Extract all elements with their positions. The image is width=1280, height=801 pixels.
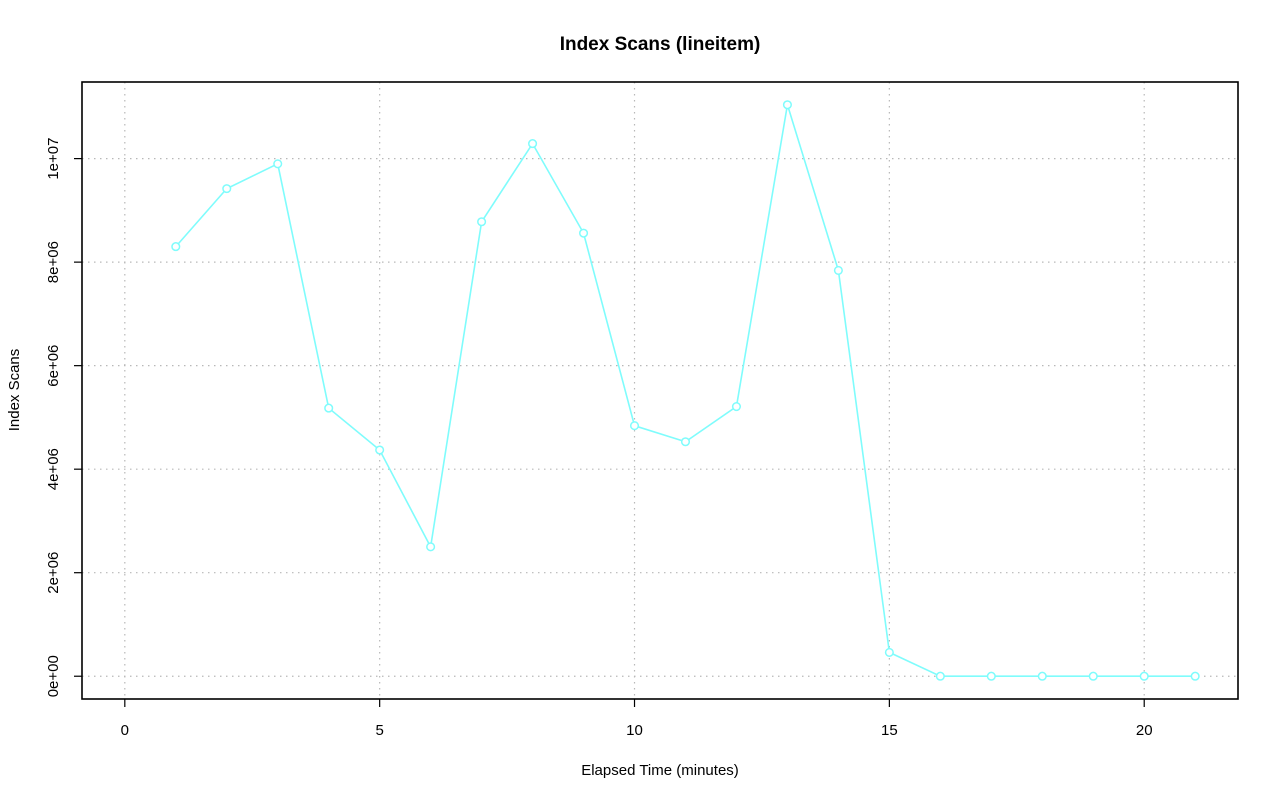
- data-point: [986, 671, 996, 681]
- x-axis-label: Elapsed Time (minutes): [581, 762, 739, 779]
- y-tick-label: 8e+06: [45, 241, 62, 283]
- chart-title: Index Scans (lineitem): [560, 34, 761, 55]
- data-point: [680, 437, 691, 447]
- data-point: [884, 647, 894, 657]
- data-point: [375, 445, 385, 455]
- data-point: [1139, 671, 1149, 681]
- x-tick-label: 20: [1136, 722, 1153, 739]
- data-point: [629, 421, 640, 431]
- data-point: [935, 671, 945, 681]
- data-point: [426, 542, 436, 552]
- y-tick-label: 0e+00: [45, 655, 62, 697]
- y-tick-label: 6e+06: [45, 345, 62, 387]
- data-point: [1037, 671, 1047, 681]
- data-point: [222, 184, 232, 194]
- x-tick-label: 5: [375, 722, 383, 739]
- y-axis: 0e+00 2e+06 4e+06 6e+06 8e+06 1e+07: [45, 138, 82, 697]
- x-tick-label: 0: [121, 722, 129, 739]
- data-point: [578, 228, 589, 238]
- grid: [82, 82, 1238, 699]
- data-point: [833, 265, 843, 275]
- x-axis: 0 5 10 15 20: [121, 699, 1153, 739]
- y-tick-label: 1e+07: [45, 138, 62, 180]
- y-axis-label: Index Scans: [6, 349, 23, 432]
- y-tick-label: 4e+06: [45, 448, 62, 490]
- data-point: [528, 139, 538, 149]
- data-point: [477, 217, 487, 227]
- x-tick-label: 15: [881, 722, 898, 739]
- data-point: [171, 242, 181, 252]
- data-point: [273, 159, 283, 169]
- y-tick-label: 2e+06: [45, 552, 62, 594]
- data-point: [324, 403, 334, 413]
- data-point: [1190, 671, 1200, 681]
- series-line: [175, 104, 1196, 678]
- data-point: [782, 100, 792, 110]
- x-tick-label: 10: [626, 722, 643, 739]
- data-point: [1088, 671, 1098, 681]
- data-point: [731, 401, 742, 412]
- plot-frame: [81, 81, 1239, 700]
- series-layer: [171, 100, 1200, 681]
